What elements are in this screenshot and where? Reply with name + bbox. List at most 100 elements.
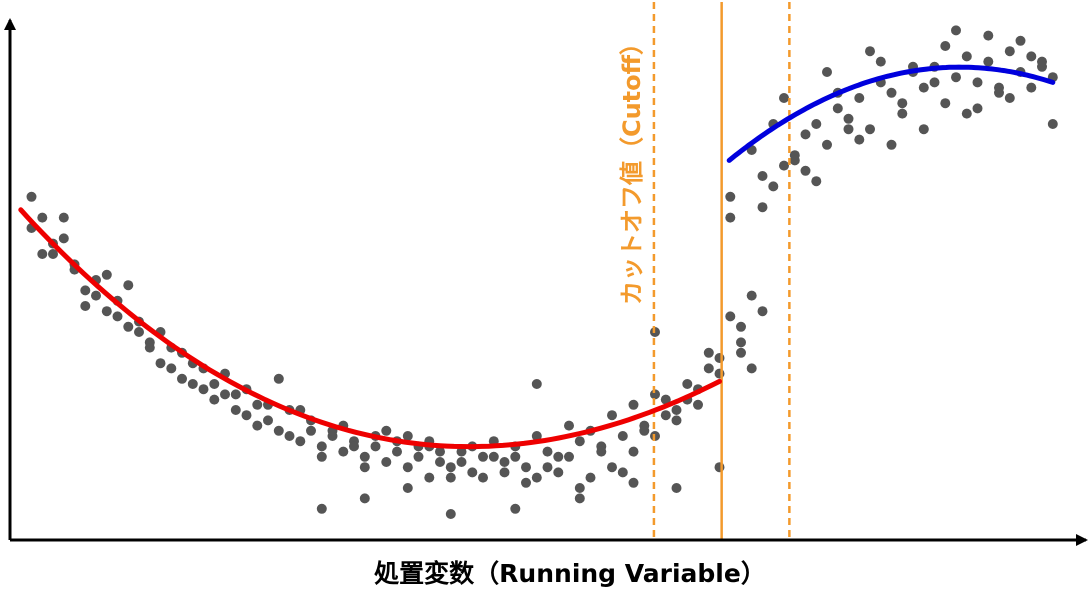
data-point bbox=[757, 306, 768, 317]
data-point bbox=[402, 462, 413, 473]
data-point bbox=[854, 134, 865, 145]
data-point bbox=[123, 280, 134, 291]
data-point bbox=[295, 436, 306, 447]
data-point bbox=[166, 363, 177, 374]
data-point bbox=[617, 467, 628, 478]
cutoff-band bbox=[652, 2, 791, 540]
data-point bbox=[564, 420, 574, 431]
data-point bbox=[424, 472, 435, 483]
data-point bbox=[886, 139, 897, 150]
data-point bbox=[177, 373, 187, 384]
data-point bbox=[134, 327, 144, 337]
data-point bbox=[155, 358, 166, 369]
data-point bbox=[306, 425, 316, 436]
data-point bbox=[402, 431, 413, 441]
data-point bbox=[929, 77, 940, 88]
data-point bbox=[445, 472, 456, 483]
data-point bbox=[349, 441, 359, 452]
data-point bbox=[789, 155, 800, 166]
data-point bbox=[574, 493, 585, 504]
data-point bbox=[1015, 35, 1026, 46]
data-point bbox=[951, 25, 961, 36]
data-point bbox=[607, 462, 617, 473]
data-point bbox=[402, 483, 413, 493]
data-point bbox=[779, 160, 789, 171]
data-point bbox=[531, 379, 542, 389]
data-point bbox=[736, 321, 746, 332]
data-point bbox=[445, 509, 456, 519]
data-point bbox=[230, 405, 241, 415]
data-point bbox=[316, 451, 327, 462]
data-point bbox=[972, 103, 983, 114]
data-point bbox=[467, 467, 478, 478]
data-point bbox=[101, 269, 112, 280]
data-point bbox=[435, 457, 445, 467]
data-point bbox=[80, 285, 91, 296]
data-point bbox=[381, 457, 392, 467]
data-point bbox=[542, 462, 553, 473]
data-point bbox=[144, 337, 155, 348]
fit-curves bbox=[18, 64, 1056, 450]
data-point bbox=[359, 451, 370, 462]
data-point bbox=[413, 451, 424, 462]
data-point bbox=[478, 472, 488, 483]
data-point bbox=[822, 67, 832, 77]
data-point bbox=[811, 119, 822, 129]
data-point bbox=[26, 191, 37, 202]
data-point bbox=[1047, 119, 1058, 129]
data-point bbox=[252, 420, 263, 431]
data-point bbox=[746, 363, 757, 374]
data-point bbox=[37, 212, 48, 223]
data-point bbox=[972, 77, 983, 88]
data-point bbox=[779, 93, 789, 103]
data-point bbox=[746, 290, 757, 301]
data-point bbox=[1037, 56, 1047, 67]
data-point bbox=[1026, 51, 1037, 62]
data-point bbox=[854, 93, 865, 103]
data-point bbox=[230, 389, 241, 400]
data-point bbox=[703, 363, 714, 374]
data-point bbox=[693, 399, 703, 410]
data-point bbox=[1026, 82, 1037, 93]
data-point bbox=[381, 425, 392, 436]
data-point bbox=[209, 394, 220, 405]
data-point bbox=[456, 446, 467, 457]
data-point bbox=[639, 425, 650, 436]
data-point bbox=[252, 399, 263, 410]
data-point bbox=[80, 301, 91, 311]
data-point bbox=[585, 472, 596, 483]
data-point bbox=[553, 451, 564, 462]
data-point bbox=[316, 441, 327, 452]
data-point bbox=[445, 462, 456, 473]
data-point bbox=[800, 129, 811, 140]
data-point bbox=[725, 311, 736, 322]
data-point bbox=[37, 249, 48, 259]
data-point bbox=[1004, 93, 1015, 103]
data-point bbox=[865, 124, 875, 135]
data-point bbox=[983, 56, 994, 67]
data-point bbox=[757, 202, 768, 213]
data-point bbox=[123, 321, 134, 332]
data-point bbox=[112, 311, 123, 322]
data-point bbox=[564, 451, 574, 462]
data-point bbox=[531, 472, 542, 483]
data-point bbox=[725, 191, 736, 202]
data-point bbox=[521, 462, 531, 473]
data-point bbox=[671, 415, 682, 426]
data-point bbox=[220, 389, 230, 400]
data-point bbox=[886, 87, 897, 98]
data-point bbox=[897, 108, 908, 119]
data-point bbox=[359, 493, 370, 504]
data-point bbox=[918, 82, 929, 93]
data-point bbox=[736, 347, 746, 358]
data-point bbox=[542, 446, 553, 457]
data-point bbox=[671, 483, 682, 493]
data-point bbox=[843, 124, 854, 135]
data-point bbox=[553, 467, 564, 478]
scatter-points bbox=[26, 25, 1058, 519]
data-point bbox=[209, 379, 220, 389]
data-point bbox=[1004, 46, 1015, 57]
data-point bbox=[198, 384, 209, 395]
data-point bbox=[338, 446, 349, 457]
